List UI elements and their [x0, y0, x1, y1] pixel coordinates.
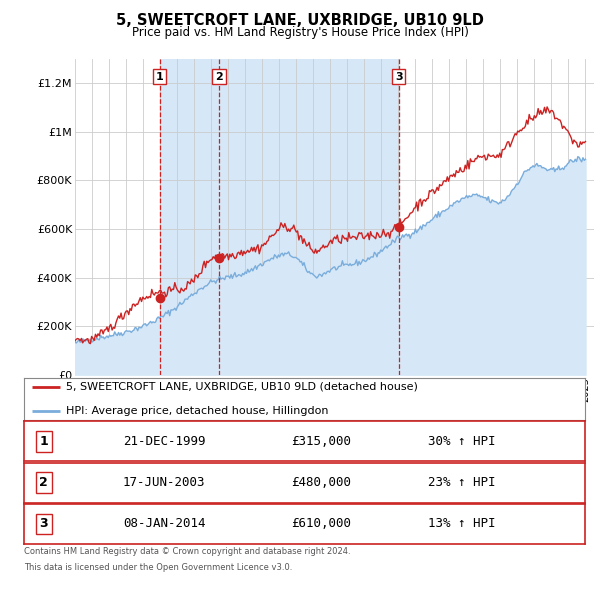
Text: 1: 1 — [39, 435, 48, 448]
Text: 5, SWEETCROFT LANE, UXBRIDGE, UB10 9LD: 5, SWEETCROFT LANE, UXBRIDGE, UB10 9LD — [116, 13, 484, 28]
Text: 13% ↑ HPI: 13% ↑ HPI — [428, 517, 496, 530]
Text: This data is licensed under the Open Government Licence v3.0.: This data is licensed under the Open Gov… — [24, 563, 292, 572]
Text: 3: 3 — [395, 71, 403, 81]
Bar — [160, 59, 219, 375]
Text: £610,000: £610,000 — [292, 517, 352, 530]
Text: 17-JUN-2003: 17-JUN-2003 — [123, 476, 205, 489]
Text: £315,000: £315,000 — [292, 435, 352, 448]
Text: 08-JAN-2014: 08-JAN-2014 — [123, 517, 205, 530]
Text: 3: 3 — [40, 517, 48, 530]
Text: 2: 2 — [215, 71, 223, 81]
Text: Contains HM Land Registry data © Crown copyright and database right 2024.: Contains HM Land Registry data © Crown c… — [24, 547, 350, 556]
Text: Price paid vs. HM Land Registry's House Price Index (HPI): Price paid vs. HM Land Registry's House … — [131, 26, 469, 39]
Text: 5, SWEETCROFT LANE, UXBRIDGE, UB10 9LD (detached house): 5, SWEETCROFT LANE, UXBRIDGE, UB10 9LD (… — [66, 382, 418, 392]
Text: 30% ↑ HPI: 30% ↑ HPI — [428, 435, 496, 448]
Text: 21-DEC-1999: 21-DEC-1999 — [123, 435, 205, 448]
Bar — [219, 59, 399, 375]
Text: 1: 1 — [155, 71, 163, 81]
Text: 23% ↑ HPI: 23% ↑ HPI — [428, 476, 496, 489]
Text: £480,000: £480,000 — [292, 476, 352, 489]
Text: HPI: Average price, detached house, Hillingdon: HPI: Average price, detached house, Hill… — [66, 406, 329, 416]
Text: 2: 2 — [39, 476, 48, 489]
